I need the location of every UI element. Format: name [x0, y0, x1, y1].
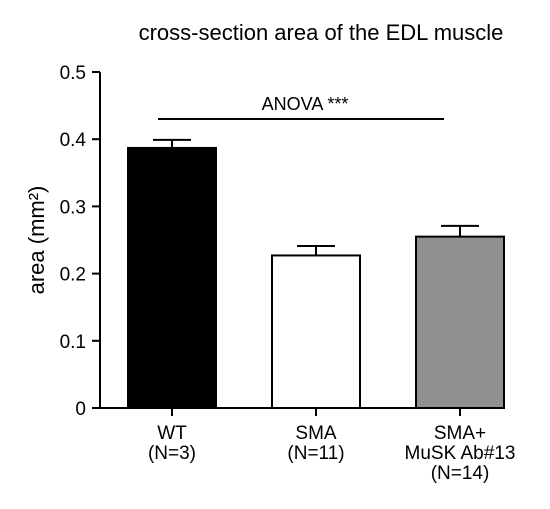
- x-tick-label-line: (N=14): [431, 463, 490, 484]
- y-axis-label: area (mm²): [24, 186, 49, 295]
- x-tick-label-line: SMA: [295, 423, 337, 444]
- x-tick-label: WT (N=3): [148, 423, 196, 464]
- x-tick-label-line: MuSK Ab#13: [405, 443, 516, 464]
- annotation-label: ANOVA ***: [262, 94, 349, 114]
- bar: [127, 146, 217, 409]
- x-tick-label-line: SMA+: [434, 423, 486, 444]
- bar: [415, 235, 505, 409]
- y-tick-label: 0.3: [60, 197, 86, 218]
- x-tick-label-line: (N=11): [287, 443, 344, 464]
- bar: [271, 254, 361, 409]
- y-tick-label: 0: [75, 399, 86, 420]
- y-tick-label: 0.2: [60, 265, 86, 286]
- x-tick-label-line: (N=3): [148, 443, 196, 464]
- y-tick-label: 0.4: [60, 130, 87, 151]
- y-tick-label: 0.1: [60, 332, 86, 353]
- y-tick-label: 0.5: [60, 63, 86, 84]
- x-tick-label-line: WT: [157, 423, 187, 444]
- chart-title: cross-section area of the EDL muscle: [139, 20, 504, 45]
- plot-area: 0 0.1 0.2 0.3 0.4 0.5 WT (N=3) SMA (N=11) SMA+ MuSK…: [60, 63, 516, 484]
- x-tick-label: SMA+ MuSK Ab#13 (N=14): [405, 423, 516, 484]
- x-tick-label: SMA (N=11): [287, 423, 344, 464]
